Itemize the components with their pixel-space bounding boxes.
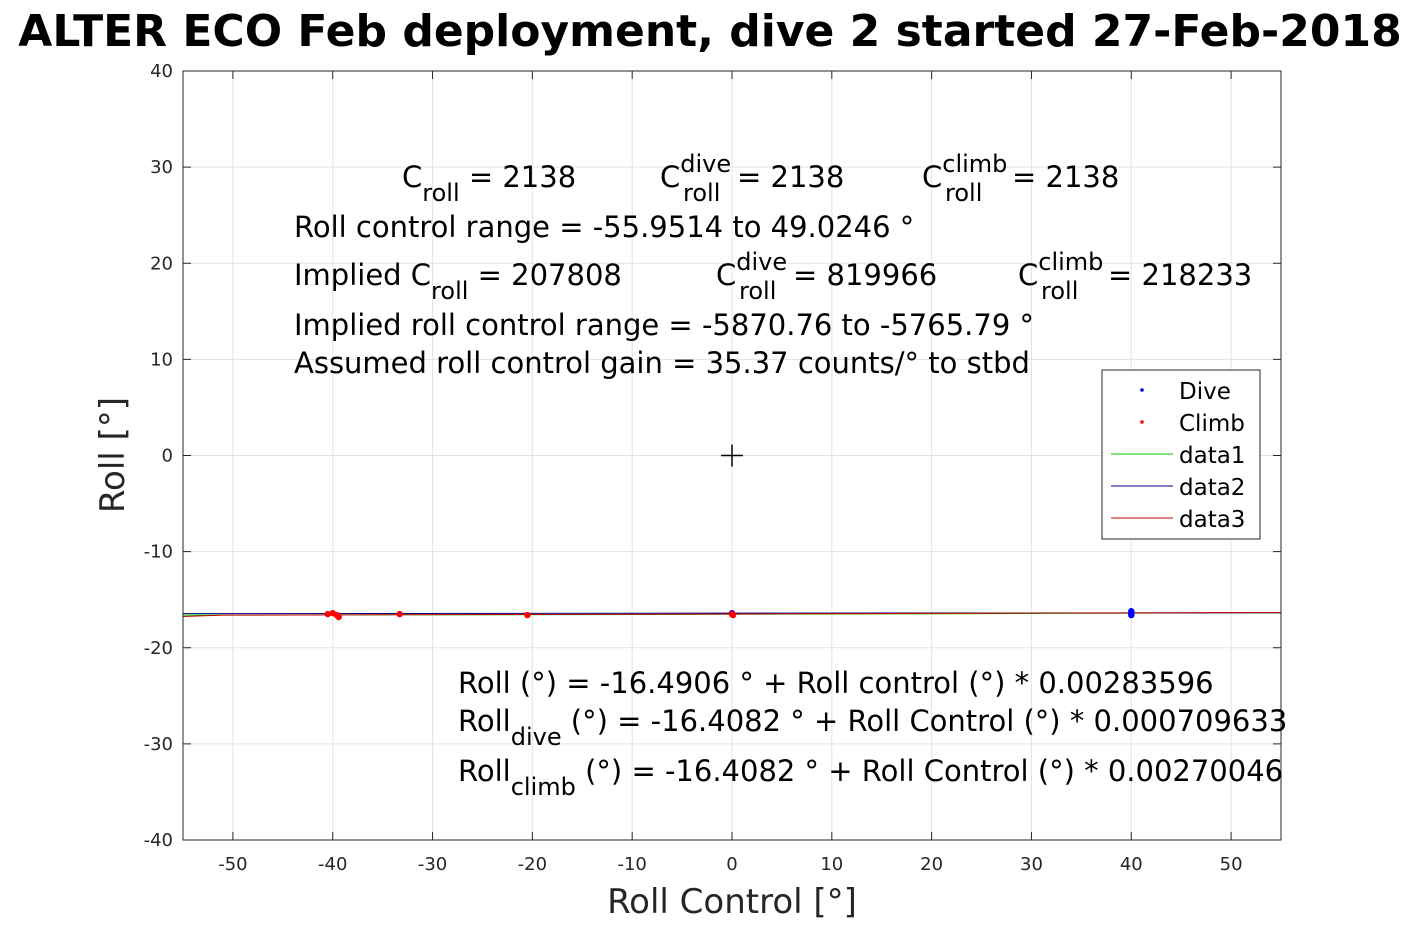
x-tick-label: -20 (518, 854, 547, 875)
annotation-implied-range: Implied roll control range = -5870.76 to… (294, 308, 1034, 342)
annotation-fit: Roll (°) = -16.4906 ° + Roll control (°)… (458, 666, 1214, 700)
annotation-implied-dive-sub: roll (739, 277, 776, 305)
x-tick-label: 30 (1020, 854, 1043, 875)
y-tick-label: 30 (150, 157, 173, 178)
data-point-climb (524, 611, 531, 619)
annotation-fit-dive: Rolldive (°) = -16.4082 ° + Roll Control… (458, 704, 1287, 751)
data-marks (182, 444, 1282, 621)
annotation-c-roll: Croll = 2138 (402, 160, 576, 207)
annotation-implied-climb-sub: roll (1041, 277, 1078, 305)
x-tick-label: 20 (920, 854, 943, 875)
legend-label-climb: Climb (1179, 411, 1245, 437)
data-point-climb (729, 611, 737, 619)
legend: Dive Climb data1 data2 data3 (1101, 369, 1261, 540)
x-axis-label: Roll Control [°] (607, 882, 857, 922)
annotation-implied-dive: Cdive (716, 248, 787, 292)
y-tick-label: -10 (144, 542, 173, 563)
y-tick-label: 0 (162, 446, 173, 467)
legend-label-data3: data3 (1179, 507, 1245, 533)
y-tick-label: 40 (150, 61, 173, 82)
legend-label-data1: data1 (1179, 443, 1245, 469)
x-tick-label: 0 (726, 854, 737, 875)
annotation-c-climb-value: = 2138 (1012, 160, 1119, 194)
data-point-climb (324, 610, 331, 618)
y-tick-label: 10 (150, 349, 173, 370)
chart-title: ALTER ECO Feb deployment, dive 2 started… (18, 6, 1401, 57)
annotation-c-dive-sub: roll (683, 179, 720, 207)
legend-label-dive: Dive (1179, 379, 1231, 405)
annotation-c-climb: Cclimb (922, 150, 1007, 194)
legend-marker-dive (1140, 388, 1144, 392)
legend-label-data2: data2 (1179, 475, 1245, 501)
axes-frame (182, 70, 1282, 841)
x-tick-label: -50 (218, 854, 247, 875)
x-tick-label: -10 (617, 854, 646, 875)
data-point-dive (1128, 611, 1135, 619)
annotation-implied-c-roll: Implied Croll = 207808 (294, 258, 622, 305)
y-axis-label: Roll [°] (93, 397, 133, 513)
x-tick-label: 50 (1220, 854, 1243, 875)
annotation-c-climb-sub: roll (945, 179, 982, 207)
annotation-range: Roll control range = -55.9514 to 49.0246… (294, 210, 914, 244)
axis-ticks: -50 -40 -30 -20 -10 0 10 20 30 40 50 40 30 20 10 0 -10 -2… (144, 61, 1281, 875)
annotation-fit-climb: Rollclimb (°) = -16.4082 ° + Roll Contro… (458, 754, 1283, 801)
legend-marker-climb (1140, 420, 1144, 424)
annotation-implied-dive-value: = 819966 (793, 258, 937, 292)
annotation-c-dive: Cdive (660, 150, 731, 194)
annotation-implied-climb-value: = 218233 (1108, 258, 1252, 292)
annotation-c-dive-value: = 2138 (737, 160, 844, 194)
annotation-implied-climb: Cclimb (1018, 248, 1103, 292)
y-tick-label: -20 (144, 638, 173, 659)
x-tick-label: -40 (318, 854, 347, 875)
annotations: Croll = 2138 Cdive roll = 2138 Cclimb ro… (294, 150, 1287, 801)
x-tick-label: -30 (418, 854, 447, 875)
data-point-climb (335, 613, 342, 621)
y-tick-label: 20 (150, 253, 173, 274)
x-tick-label: 40 (1120, 854, 1143, 875)
y-tick-label: -30 (144, 734, 173, 755)
data-point-climb (396, 610, 403, 618)
y-tick-label: -40 (144, 830, 173, 851)
x-tick-label: 10 (820, 854, 843, 875)
annotation-gain: Assumed roll control gain = 35.37 counts… (294, 346, 1030, 380)
